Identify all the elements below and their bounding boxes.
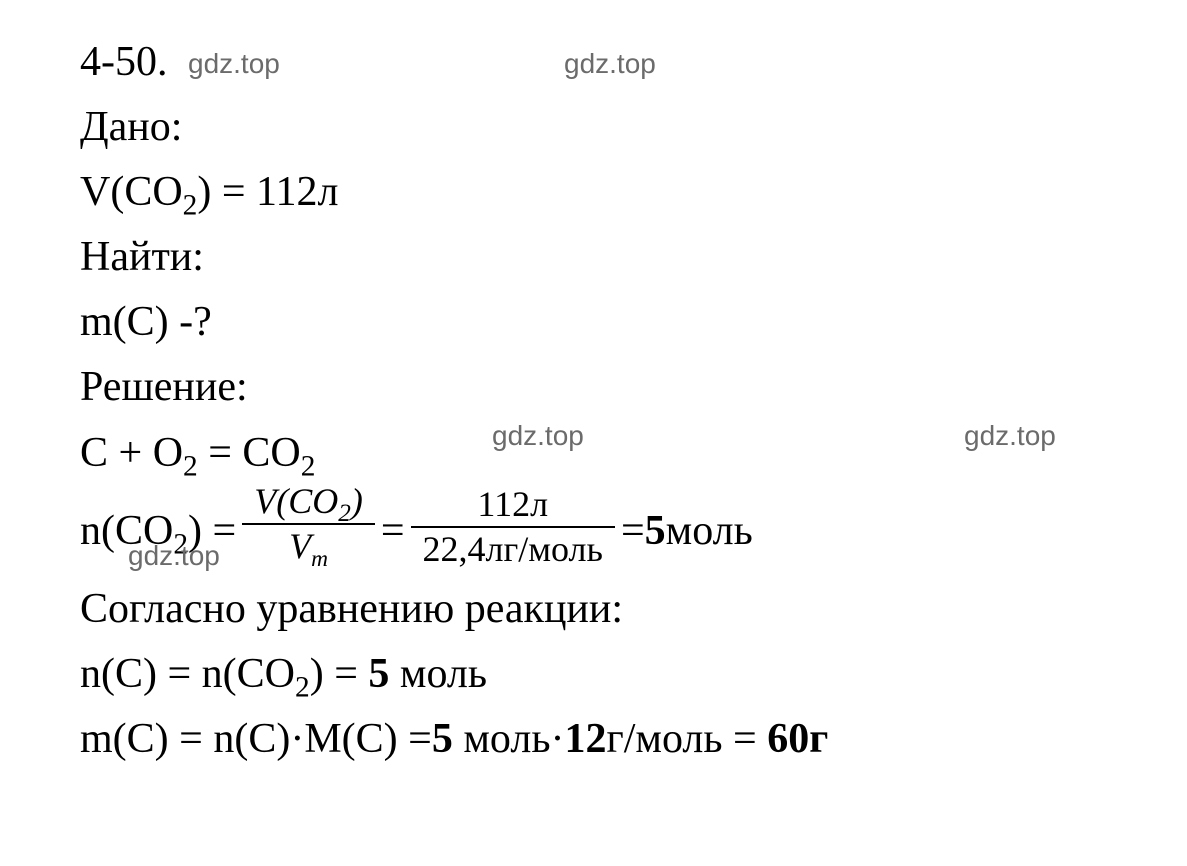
according-text: Согласно уравнению реакции: <box>80 586 623 632</box>
find-value-text: m(C) -? <box>80 299 212 345</box>
moles-result-num: 5 <box>645 499 666 564</box>
m-eq-a: m(C) = n(C)·M(C) = <box>80 716 432 762</box>
moles-prefix-a: n(CO <box>80 508 173 554</box>
fraction-1: V(CO2) Vm <box>242 482 375 574</box>
solution-label-text: Решение: <box>80 364 248 410</box>
moles-prefix: n(CO2) = <box>80 499 236 564</box>
moles-result-unit: моль <box>666 499 753 564</box>
m-eq-unit1: моль· <box>453 716 565 762</box>
find-value: m(C) -? <box>80 290 1107 355</box>
reaction-equation: C + O2 = CO2 <box>80 421 1107 486</box>
given-value: V(CO2) = 112л <box>80 160 1107 225</box>
eq-lhs: C + O <box>80 430 183 476</box>
problem-number-text: 4-50. <box>80 39 168 85</box>
moles-eq2: = <box>621 499 645 564</box>
frac2-num: 112л <box>411 485 615 529</box>
n-eq-sub: 2 <box>295 672 310 704</box>
m-eq-val1: 5 <box>432 716 453 762</box>
frac2-den: 22,4лг/моль <box>411 528 615 570</box>
n-equation: n(C) = n(CO2) = 5 моль <box>80 642 1107 707</box>
given-pre: V(CO <box>80 169 183 215</box>
eq-mid: = CO <box>198 430 301 476</box>
m-eq-val2: 12 <box>564 716 606 762</box>
moles-calculation: n(CO2) = V(CO2) Vm = 112л 22,4лг/моль = … <box>80 486 1107 578</box>
find-label-text: Найти: <box>80 234 204 280</box>
given-sub: 2 <box>183 190 198 222</box>
problem-number: 4-50. <box>80 30 1107 95</box>
given-rest: ) = 112л <box>197 169 338 215</box>
find-label: Найти: <box>80 225 1107 290</box>
n-eq-val: 5 <box>368 651 389 697</box>
n-eq-a: n(C) = n(CO <box>80 651 295 697</box>
fraction-2: 112л 22,4лг/моль <box>411 485 615 570</box>
m-equation: m(C) = n(C)·M(C) =5 моль·12г/моль = 60г <box>80 707 1107 772</box>
frac1-num-b: ) <box>351 481 363 521</box>
moles-prefix-close: ) = <box>188 508 236 554</box>
frac1-den-sub: m <box>311 546 328 572</box>
frac1-den-a: V <box>289 526 311 566</box>
n-eq-b: ) = <box>310 651 369 697</box>
frac1-num-a: V(CO <box>254 481 338 521</box>
frac1-num: V(CO2) <box>242 482 375 526</box>
eq-sub1: 2 <box>183 450 198 482</box>
n-eq-unit: моль <box>389 651 487 697</box>
frac1-num-sub: 2 <box>338 500 351 527</box>
solution-label: Решение: <box>80 355 1107 420</box>
eq-sub2: 2 <box>301 450 316 482</box>
moles-eq1: = <box>381 499 405 564</box>
given-label-text: Дано: <box>80 104 182 150</box>
m-eq-result: 60г <box>767 716 828 762</box>
moles-prefix-sub: 2 <box>173 528 188 560</box>
according-label: Согласно уравнению реакции: <box>80 577 1107 642</box>
given-label: Дано: <box>80 95 1107 160</box>
frac1-den: Vm <box>242 525 375 573</box>
m-eq-unit2: г/моль = <box>606 716 767 762</box>
